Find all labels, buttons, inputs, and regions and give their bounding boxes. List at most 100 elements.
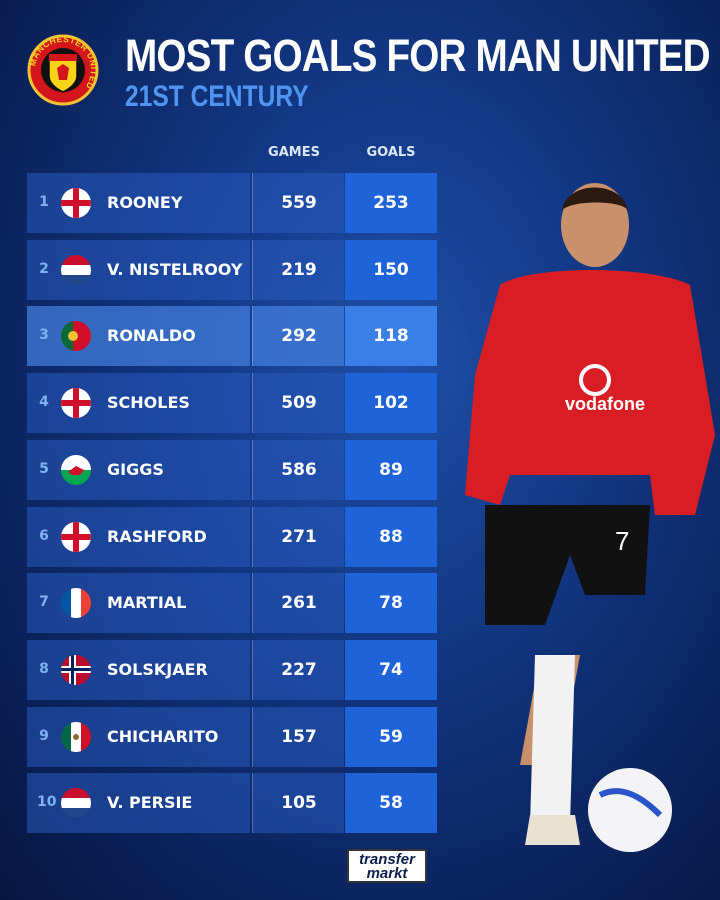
games-cell: 261 [252, 573, 344, 634]
page-title: MOST GOALS FOR MAN UNITED [125, 30, 711, 81]
page-subtitle: 21ST CENTURY [125, 80, 309, 113]
table-row: 8 SOLSKJAER 227 74 [27, 639, 437, 700]
logo-line-2: markt [366, 865, 408, 882]
player-cell: 6 RASHFORD [27, 506, 250, 567]
goals-value: 74 [379, 659, 403, 680]
goals-cell: 150 [345, 239, 437, 300]
player-cell: 5 GIGGS [27, 439, 250, 500]
player-cell: 9 CHICHARITO [27, 706, 250, 767]
column-header-goals: GOALS [366, 145, 416, 160]
player-name: V. PERSIE [107, 793, 193, 813]
games-cell: 271 [252, 506, 344, 567]
france-flag-icon [61, 588, 91, 619]
rank: 5 [39, 460, 49, 477]
netherlands-flag-icon [61, 788, 91, 819]
games-value: 271 [281, 526, 317, 547]
transfermarkt-logo: transfer markt [347, 849, 427, 883]
player-cell: 1 ROONEY [27, 173, 250, 233]
shorts-number-text: 7 [615, 526, 629, 556]
player-cell: 4 SCHOLES [27, 373, 250, 434]
mexico-flag-icon [61, 721, 91, 752]
goals-cell: 88 [345, 506, 437, 567]
player-photo: vodafone 7 [465, 183, 715, 852]
games-value: 292 [281, 326, 317, 347]
goals-value: 78 [379, 593, 403, 614]
games-value: 559 [281, 193, 317, 213]
table-row: 9 CHICHARITO 157 59 [27, 706, 437, 767]
goals-cell: 253 [345, 173, 437, 233]
games-cell: 509 [252, 373, 344, 434]
goals-cell: 118 [345, 306, 437, 367]
goals-value: 58 [379, 793, 403, 814]
player-cell: 2 V. NISTELROOY [27, 239, 250, 300]
player-name: ROONEY [107, 193, 183, 212]
rank: 1 [39, 194, 49, 210]
games-cell: 292 [252, 306, 344, 367]
logo-line-1: transfer [359, 851, 415, 868]
games-value: 509 [281, 393, 317, 414]
player-name: RONALDO [107, 326, 196, 346]
rank: 2 [39, 260, 49, 277]
player-cell: 7 MARTIAL [27, 573, 250, 634]
rank: 8 [39, 660, 49, 677]
table-row: 1 ROONEY 559 253 [27, 173, 437, 233]
games-cell: 227 [252, 639, 344, 700]
goals-value: 59 [379, 726, 403, 747]
column-header-games: GAMES [268, 145, 320, 160]
table-row: 4 SCHOLES 509 102 [27, 373, 437, 434]
player-cell: 3 RONALDO [27, 306, 250, 367]
games-cell: 586 [252, 439, 344, 500]
rank: 4 [39, 394, 49, 411]
table-row: 2 V. NISTELROOY 219 150 [27, 239, 437, 300]
goals-value: 118 [373, 326, 409, 347]
goals-cell: 59 [345, 706, 437, 767]
goals-value: 150 [373, 259, 409, 280]
games-value: 227 [281, 659, 317, 680]
table-row: 5 GIGGS 586 89 [27, 439, 437, 500]
table-row: 6 RASHFORD 271 88 [27, 506, 437, 567]
player-name: MARTIAL [107, 593, 187, 613]
rank: 3 [39, 327, 49, 344]
games-cell: 559 [252, 173, 344, 233]
goals-value: 102 [373, 393, 409, 414]
goals-cell: 102 [345, 373, 437, 434]
goals-cell: 58 [345, 773, 437, 834]
player-name: SCHOLES [107, 393, 190, 413]
player-name: V. NISTELROOY [107, 259, 243, 279]
games-value: 261 [281, 593, 317, 614]
goals-cell: 74 [345, 639, 437, 700]
goals-value: 89 [379, 459, 403, 480]
goals-value: 88 [379, 526, 403, 547]
games-cell: 157 [252, 706, 344, 767]
table-row: 10 V. PERSIE 105 58 [27, 773, 437, 834]
player-name: RASHFORD [107, 526, 207, 546]
norway-flag-icon [61, 654, 91, 685]
goals-cell: 78 [345, 573, 437, 634]
england-flag-icon [61, 188, 91, 218]
player-name: GIGGS [107, 459, 164, 479]
manchester-united-crest-icon: MANCHESTER UNITED [27, 34, 99, 106]
games-value: 105 [281, 793, 317, 814]
player-name: CHICHARITO [107, 726, 219, 746]
shirt-sponsor-text: vodafone [565, 394, 645, 414]
england-flag-icon [61, 388, 91, 419]
netherlands-flag-icon [61, 254, 91, 285]
games-cell: 219 [252, 239, 344, 300]
rank: 7 [39, 594, 49, 611]
england-flag-icon [61, 521, 91, 552]
player-cell: 8 SOLSKJAER [27, 639, 250, 700]
goals-value: 253 [373, 193, 409, 213]
games-value: 157 [281, 726, 317, 747]
rank: 6 [39, 527, 49, 544]
goals-cell: 89 [345, 439, 437, 500]
games-value: 219 [281, 259, 317, 280]
table-row: 3 RONALDO 292 118 [27, 306, 437, 367]
rank: 10 [37, 794, 57, 811]
table-row: 7 MARTIAL 261 78 [27, 573, 437, 634]
wales-flag-icon [61, 454, 91, 485]
player-name: SOLSKJAER [107, 659, 208, 679]
portugal-flag-icon [61, 321, 91, 352]
player-cell: 10 V. PERSIE [27, 773, 250, 834]
games-value: 586 [281, 459, 317, 480]
games-cell: 105 [252, 773, 344, 834]
